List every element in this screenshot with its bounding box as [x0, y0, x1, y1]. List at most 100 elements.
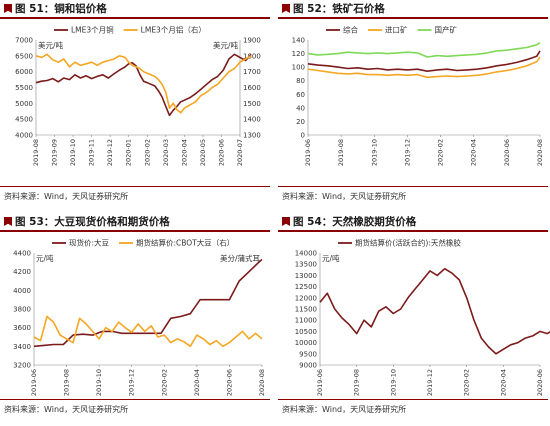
- y-tick-label: 80: [296, 77, 305, 85]
- x-tick-label: 2019-06: [304, 139, 312, 166]
- panel-title: 图 53：大豆现货价格和期货价格: [4, 214, 170, 229]
- bookmark-icon: [4, 4, 12, 13]
- y-tick-label-right: 1300: [243, 132, 261, 140]
- legend-label: LME3个月铝（右）: [141, 25, 206, 35]
- y-tick-label: 7000: [15, 37, 33, 45]
- x-tick-label: 2020-04: [180, 139, 188, 166]
- x-tick-label: 2020-03: [162, 139, 170, 166]
- y-tick-label-right: 1600: [243, 84, 261, 92]
- x-tick-label: 2020-06: [225, 369, 233, 396]
- source-divider: [278, 186, 548, 187]
- bookmark-icon: [282, 217, 290, 226]
- y-unit-right: 美元/吨: [213, 40, 239, 50]
- panel-title-bar: 图 52：铁矿石价格: [278, 0, 548, 19]
- chart-copper-aluminum: 7000 6500 6000 5500 5000 4500 4000 1900 1800 1700…: [15, 25, 261, 167]
- y-tick-label-right: 1700: [243, 68, 261, 76]
- y-tick-label: 6500: [15, 52, 33, 60]
- y-tick-label: 5000: [15, 100, 33, 108]
- y-tick-label: 100: [292, 64, 305, 72]
- chart-natural-rubber: 14000 13500 13000 12500 12000 11500 11000 10500…: [295, 238, 550, 396]
- x-tick-label: 2019-10: [69, 139, 77, 166]
- y-tick-label: 4400: [13, 250, 31, 258]
- panel-title-bar: 图 53：大豆现货价格和期货价格: [0, 213, 270, 232]
- bookmark-icon: [4, 217, 12, 226]
- x-tick-label: 2020-02: [143, 139, 151, 166]
- series-line-0: [33, 258, 263, 348]
- legend-label: 综合: [343, 25, 358, 35]
- source-note: 资料来源：Wind，天风证券研究所: [4, 405, 129, 414]
- y-tick-label: 60: [296, 91, 305, 99]
- x-tick-label: 2020-07: [236, 139, 244, 166]
- chart-soybean: 4400 4200 4000 3800 3600 3400 3200 元/吨 美分/蒲式耳 201…: [13, 238, 266, 397]
- y-tick-label: 11500: [295, 306, 317, 314]
- y-tick-label: 20: [296, 118, 305, 126]
- x-tick-label: 2019-10: [370, 139, 378, 166]
- x-tick-label: 2020-01: [125, 139, 133, 166]
- source-divider: [278, 399, 548, 400]
- y-tick-label: 14000: [295, 250, 317, 258]
- legend-label: 期货结算价:CBOT大豆（右）: [136, 238, 234, 248]
- bookmark-icon: [282, 4, 290, 13]
- legend-label: LME3个月铜: [71, 25, 114, 35]
- panel-title: 图 51：铜和铝价格: [4, 1, 107, 16]
- y-tick-label-right: 1400: [243, 116, 261, 124]
- y-tick-label: 4000: [13, 287, 31, 295]
- panel-title: 图 52：铁矿石价格: [282, 1, 385, 16]
- x-tick-label: 2019-12: [426, 369, 434, 396]
- series-line-1: [33, 315, 263, 348]
- series-line-2: [307, 42, 541, 58]
- series-line-0: [35, 53, 252, 117]
- source-note: 资料来源：Wind，天风证券研究所: [4, 192, 129, 201]
- series-line-1: [35, 53, 252, 114]
- y-unit-left: 元/吨: [322, 253, 340, 263]
- y-tick-label: 12500: [295, 283, 317, 291]
- x-tick-label: 2020-04: [193, 369, 201, 396]
- x-tick-label: 2019-08: [63, 369, 71, 396]
- y-tick-label: 10000: [295, 339, 317, 347]
- y-unit-left: 元/吨: [36, 253, 54, 263]
- x-tick-label: 2019-06: [30, 369, 38, 396]
- source-note: 资料来源：Wind，天风证券研究所: [282, 192, 407, 201]
- y-tick-label-right: 1800: [243, 52, 261, 60]
- x-tick-label: 2020-05: [199, 139, 207, 166]
- x-tick-label: 2020-02: [437, 139, 445, 166]
- x-tick-label: 2019-10: [95, 369, 103, 396]
- source-note: 资料来源：Wind，天风证券研究所: [282, 405, 407, 414]
- y-unit-right: 美分/蒲式耳: [220, 253, 261, 263]
- y-tick-label: 3600: [13, 324, 31, 332]
- source-divider: [0, 399, 270, 400]
- panel-54: 图 54：天然橡胶期货价格 14000 13500 13000 12500 12000 1…: [278, 213, 550, 426]
- legend-label: 现货价:大豆: [69, 238, 110, 248]
- x-tick-label: 2019-11: [88, 139, 96, 166]
- x-tick-label: 2020-04: [499, 369, 507, 396]
- source-divider: [0, 186, 270, 187]
- x-tick-label: 2019-09: [51, 139, 59, 166]
- series-line-0: [319, 267, 550, 355]
- y-tick-label: 13500: [295, 261, 317, 269]
- panel-53: 图 53：大豆现货价格和期货价格 4400 4200 4000 3800 3600 340…: [0, 213, 272, 426]
- x-tick-label: 2019-08: [337, 139, 345, 166]
- series-line-1: [307, 56, 541, 79]
- panel-title-bar: 图 51：铜和铝价格: [0, 0, 270, 19]
- y-tick-label: 12000: [295, 294, 317, 302]
- legend-label: 进口矿: [385, 25, 408, 35]
- y-tick-label: 9500: [299, 350, 317, 358]
- y-tick-label: 3400: [13, 343, 31, 351]
- y-tick-label: 40: [296, 104, 305, 112]
- legend-label: 期货结算价(活跃合约):天然橡胶: [355, 238, 461, 248]
- y-tick-label: 120: [292, 50, 305, 58]
- y-tick-label-right: 1500: [243, 100, 261, 108]
- x-tick-label: 2020-08: [536, 139, 544, 166]
- x-tick-label: 2019-06: [316, 369, 324, 396]
- panel-title-bar: 图 54：天然橡胶期货价格: [278, 213, 548, 232]
- y-tick-label: 0: [301, 132, 305, 140]
- x-tick-label: 2020-08: [258, 369, 266, 396]
- panel-51: 图 51：铜和铝价格 7000 6500 6000 5500 5000 4500 4000 1…: [0, 0, 272, 213]
- y-tick-label: 13000: [295, 272, 317, 280]
- panel-title: 图 54：天然橡胶期货价格: [282, 214, 416, 229]
- y-tick-label: 4000: [15, 132, 33, 140]
- y-tick-label-right: 1900: [243, 37, 261, 45]
- y-tick-label: 4200: [13, 268, 31, 276]
- y-unit-left: 美元/吨: [38, 40, 64, 50]
